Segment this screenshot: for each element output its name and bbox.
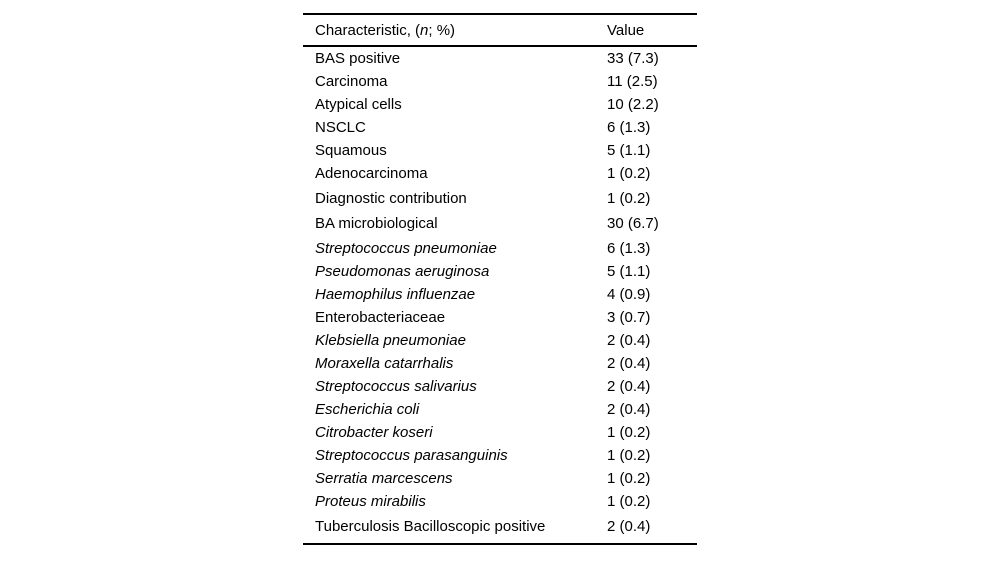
- table-row: Pseudomonas aeruginosa 5 (1.1): [303, 260, 697, 283]
- header-characteristic: Characteristic, (n; %): [315, 22, 607, 39]
- row-value: 5 (1.1): [607, 142, 651, 159]
- row-value: 1 (0.2): [607, 447, 651, 464]
- row-label: Squamous: [315, 142, 387, 159]
- row-label: Haemophilus influenzae: [315, 286, 476, 303]
- row-value: 6 (1.3): [607, 119, 651, 136]
- table-row: Enterobacteriaceae 3 (0.7): [303, 306, 697, 329]
- row-label: BAS positive: [315, 50, 401, 67]
- row-label: Moraxella catarrhalis: [315, 355, 454, 372]
- row-value: 1 (0.2): [607, 190, 651, 207]
- row-label: Serratia marcescens: [315, 470, 453, 487]
- row-value: 2 (0.4): [607, 378, 651, 395]
- row-label: Enterobacteriaceae: [315, 309, 446, 326]
- row-label: Streptococcus salivarius: [315, 378, 477, 395]
- row-label: Proteus mirabilis: [315, 493, 426, 510]
- row-label: Tuberculosis Bacilloscopic positive: [315, 518, 546, 535]
- table-row: Escherichia coli 2 (0.4): [303, 398, 697, 421]
- row-value: 33 (7.3): [607, 50, 659, 67]
- characteristics-table: Characteristic, (n; %) Value BAS positiv…: [303, 13, 697, 545]
- row-label: Diagnostic contribution: [315, 190, 467, 207]
- row-value: 6 (1.3): [607, 240, 651, 257]
- table-row: Adenocarcinoma 1 (0.2): [303, 162, 697, 185]
- table-row: Proteus mirabilis 1 (0.2): [303, 490, 697, 513]
- row-label: NSCLC: [315, 119, 366, 136]
- row-label: Escherichia coli: [315, 401, 420, 418]
- table-row: Carcinoma 11 (2.5): [303, 70, 697, 93]
- row-value: 1 (0.2): [607, 424, 651, 441]
- table-row: Citrobacter koseri 1 (0.2): [303, 421, 697, 444]
- row-value: 1 (0.2): [607, 470, 651, 487]
- table-row: Serratia marcescens 1 (0.2): [303, 467, 697, 490]
- row-label: Adenocarcinoma: [315, 165, 428, 182]
- row-label: Citrobacter koseri: [315, 424, 433, 441]
- table-row: Streptococcus salivarius 2 (0.4): [303, 375, 697, 398]
- row-value: 4 (0.9): [607, 286, 651, 303]
- table-row: BA microbiological 30 (6.7): [303, 212, 697, 235]
- table-row: Diagnostic contribution 1 (0.2): [303, 187, 697, 210]
- row-label: Klebsiella pneumoniae: [315, 332, 466, 349]
- row-label: Carcinoma: [315, 73, 388, 90]
- table-row: Moraxella catarrhalis 2 (0.4): [303, 352, 697, 375]
- table-row: Haemophilus influenzae 4 (0.9): [303, 283, 697, 306]
- row-value: 2 (0.4): [607, 518, 651, 535]
- row-value: 2 (0.4): [607, 401, 651, 418]
- table-header-row: Characteristic, (n; %) Value: [303, 15, 697, 47]
- table-row: NSCLC 6 (1.3): [303, 116, 697, 139]
- row-value: 11 (2.5): [607, 73, 658, 90]
- table-rows: BAS positive 33 (7.3) Carcinoma 11 (2.5)…: [303, 47, 697, 538]
- row-value: 5 (1.1): [607, 263, 651, 280]
- table-row: Klebsiella pneumoniae 2 (0.4): [303, 329, 697, 352]
- row-label: Streptococcus pneumoniae: [315, 240, 497, 257]
- row-label: BA microbiological: [315, 215, 438, 232]
- table-row: Tuberculosis Bacilloscopic positive 2 (0…: [303, 515, 697, 538]
- header-characteristic-suffix: ; %): [428, 21, 456, 39]
- row-value: 1 (0.2): [607, 493, 651, 510]
- row-label: Streptococcus parasanguinis: [315, 447, 508, 464]
- table-row: Streptococcus parasanguinis 1 (0.2): [303, 444, 697, 467]
- header-characteristic-prefix: Characteristic, (: [315, 21, 421, 39]
- header-value: Value: [607, 21, 645, 39]
- row-value: 10 (2.2): [607, 96, 659, 113]
- row-value: 2 (0.4): [607, 332, 651, 349]
- row-value: 30 (6.7): [607, 215, 659, 232]
- table-row: Streptococcus pneumoniae 6 (1.3): [303, 237, 697, 260]
- table-row: Atypical cells 10 (2.2): [303, 93, 697, 116]
- row-value: 2 (0.4): [607, 355, 651, 372]
- table-row: Squamous 5 (1.1): [303, 139, 697, 162]
- row-label: Atypical cells: [315, 96, 402, 113]
- row-label: Pseudomonas aeruginosa: [315, 263, 490, 280]
- table-row: BAS positive 33 (7.3): [303, 47, 697, 70]
- header-characteristic-n: n: [420, 21, 429, 39]
- row-value: 3 (0.7): [607, 309, 651, 326]
- row-value: 1 (0.2): [607, 165, 651, 182]
